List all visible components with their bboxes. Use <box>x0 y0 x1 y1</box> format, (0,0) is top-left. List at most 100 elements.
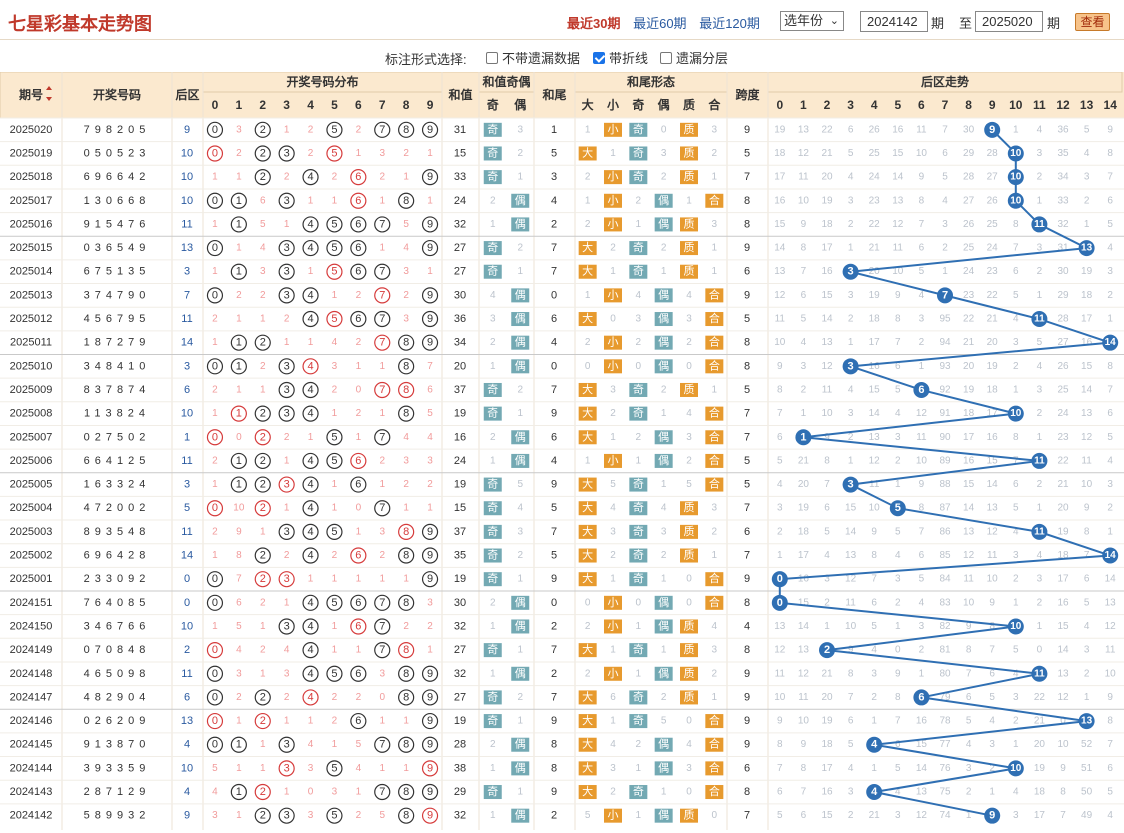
back-trend-miss: 1 <box>871 716 877 727</box>
back-trend-miss: 17 <box>821 763 833 774</box>
back-trend-miss: 22 <box>1057 455 1069 466</box>
back-trend-miss: 6 <box>824 503 830 514</box>
back-trend-miss: 12 <box>916 810 928 821</box>
sumoe-miss: 4 <box>490 290 496 301</box>
period-cell: 2024151 <box>10 597 53 609</box>
dist-ball-number: 8 <box>403 739 409 751</box>
back-trend-miss: 3 <box>801 361 807 372</box>
back-trend-miss: 82 <box>939 621 951 632</box>
sumoe-miss: 2 <box>490 337 496 348</box>
sort-icon[interactable] <box>46 86 52 101</box>
tailform-tag <box>705 477 724 492</box>
tailform-tag <box>680 619 698 634</box>
tailform-tag-text: 奇 <box>633 572 644 585</box>
tab-recent-60[interactable]: 最近60期 <box>633 16 687 31</box>
dist-miss: 7 <box>427 361 433 372</box>
dist-ball <box>326 807 343 824</box>
back-zone-cell: 13 <box>181 715 193 727</box>
tailform-miss: 0 <box>686 574 692 585</box>
dist-digit-header: 5 <box>331 98 338 112</box>
dist-ball-number: 8 <box>403 337 409 349</box>
checkbox-checked-icon[interactable] <box>593 52 605 64</box>
to-period-input[interactable]: 2025020 <box>975 11 1043 32</box>
dist-miss: 3 <box>212 810 218 821</box>
dist-ball-number: 9 <box>427 573 433 585</box>
draw-numbers: 348410 <box>84 360 151 372</box>
dist-ball-number: 2 <box>260 691 266 703</box>
back-trend-miss: 7 <box>1084 550 1090 561</box>
tab-recent-30[interactable]: 最近30期 <box>567 16 621 31</box>
back-trend-miss: 2 <box>848 810 854 821</box>
back-trend-miss: 2 <box>1084 195 1090 206</box>
back-trend-ball-number: 4 <box>871 786 878 798</box>
period-cell: 2025013 <box>10 289 53 301</box>
back-trend-miss: 26 <box>987 195 999 206</box>
from-period-input[interactable]: 2024142 <box>860 11 928 32</box>
sumoe-tag <box>483 122 502 137</box>
dist-ball-number: 5 <box>331 147 337 159</box>
back-trend-miss: 20 <box>963 361 975 372</box>
checkbox-icon[interactable] <box>660 52 672 64</box>
dist-ball-number: 1 <box>236 455 242 467</box>
dist-ball <box>206 145 224 162</box>
dist-ball-number: 9 <box>427 171 433 183</box>
back-trend-miss: 4 <box>1013 526 1019 537</box>
tailform-tag <box>629 477 648 492</box>
back-trend-miss: 12 <box>798 668 810 679</box>
back-trend-miss: 80 <box>939 668 951 679</box>
tailform-tag-text: 小 <box>608 170 619 183</box>
sum-cell: 35 <box>454 550 466 562</box>
back-trend-miss: 15 <box>821 810 833 821</box>
period-cell: 2025005 <box>10 479 53 491</box>
option-with-line[interactable]: 带折线 <box>593 48 648 67</box>
dist-ball <box>206 121 224 138</box>
back-trend-ball-number: 9 <box>989 124 995 136</box>
back-trend-miss: 6 <box>1013 479 1019 490</box>
dist-ball-number: 9 <box>427 124 433 136</box>
back-trend-miss: 5 <box>919 266 925 277</box>
back-trend-miss: 4 <box>1037 361 1043 372</box>
back-trend-miss: 14 <box>1057 645 1069 656</box>
back-trend-ball-number: 13 <box>1081 243 1093 254</box>
back-trend-miss: 24 <box>963 266 975 277</box>
tab-recent-120[interactable]: 最近120期 <box>699 16 760 31</box>
option-no-missing[interactable]: 不带遗漏数据 <box>486 48 580 67</box>
option-layered[interactable]: 遗漏分层 <box>660 48 728 67</box>
sum-cell: 24 <box>454 195 466 207</box>
sumoe-tag-text: 奇 <box>487 407 498 420</box>
tailform-miss: 2 <box>610 787 616 798</box>
dist-ball-number: 2 <box>260 408 266 420</box>
dist-ball <box>254 145 271 162</box>
back-trend-miss: 28 <box>987 148 999 159</box>
back-trend-miss: 4 <box>942 195 948 206</box>
back-trend-miss: 14 <box>798 621 810 632</box>
back-digit-header: 14 <box>1104 98 1118 112</box>
dist-ball <box>374 642 391 659</box>
back-trend-ball-number: 5 <box>895 502 901 514</box>
back-trend-miss: 3 <box>895 574 901 585</box>
dist-miss: 1 <box>260 668 266 679</box>
back-trend-miss: 3 <box>848 290 854 301</box>
query-button[interactable]: 查看 <box>1075 13 1110 31</box>
dist-miss: 1 <box>260 314 266 325</box>
dist-ball-number: 8 <box>403 668 409 680</box>
back-zone-cell: 11 <box>181 668 192 680</box>
dist-miss: 4 <box>236 645 242 656</box>
back-trend-ball <box>1102 334 1119 351</box>
back-digit-header: 10 <box>1009 98 1023 112</box>
dist-ball-number: 4 <box>307 526 313 538</box>
dist-ball-number: 3 <box>284 266 290 278</box>
back-trend-miss: 13 <box>1081 408 1093 419</box>
dist-miss: 0 <box>356 384 362 395</box>
options-label: 标注形式选择: <box>385 52 467 67</box>
draw-numbers: 163324 <box>84 479 151 491</box>
dist-miss: 1 <box>284 219 290 230</box>
period-tabs: 最近30期 最近60期 最近120期 <box>567 13 769 32</box>
checkbox-icon[interactable] <box>486 52 498 64</box>
year-select[interactable]: 选年份 ⌄ <box>780 11 844 31</box>
tail-cell: 0 <box>551 597 557 609</box>
dist-ball-number: 3 <box>284 526 290 538</box>
sum-cell: 29 <box>454 786 466 798</box>
back-trend-miss: 2 <box>848 432 854 443</box>
dist-ball <box>421 807 439 824</box>
